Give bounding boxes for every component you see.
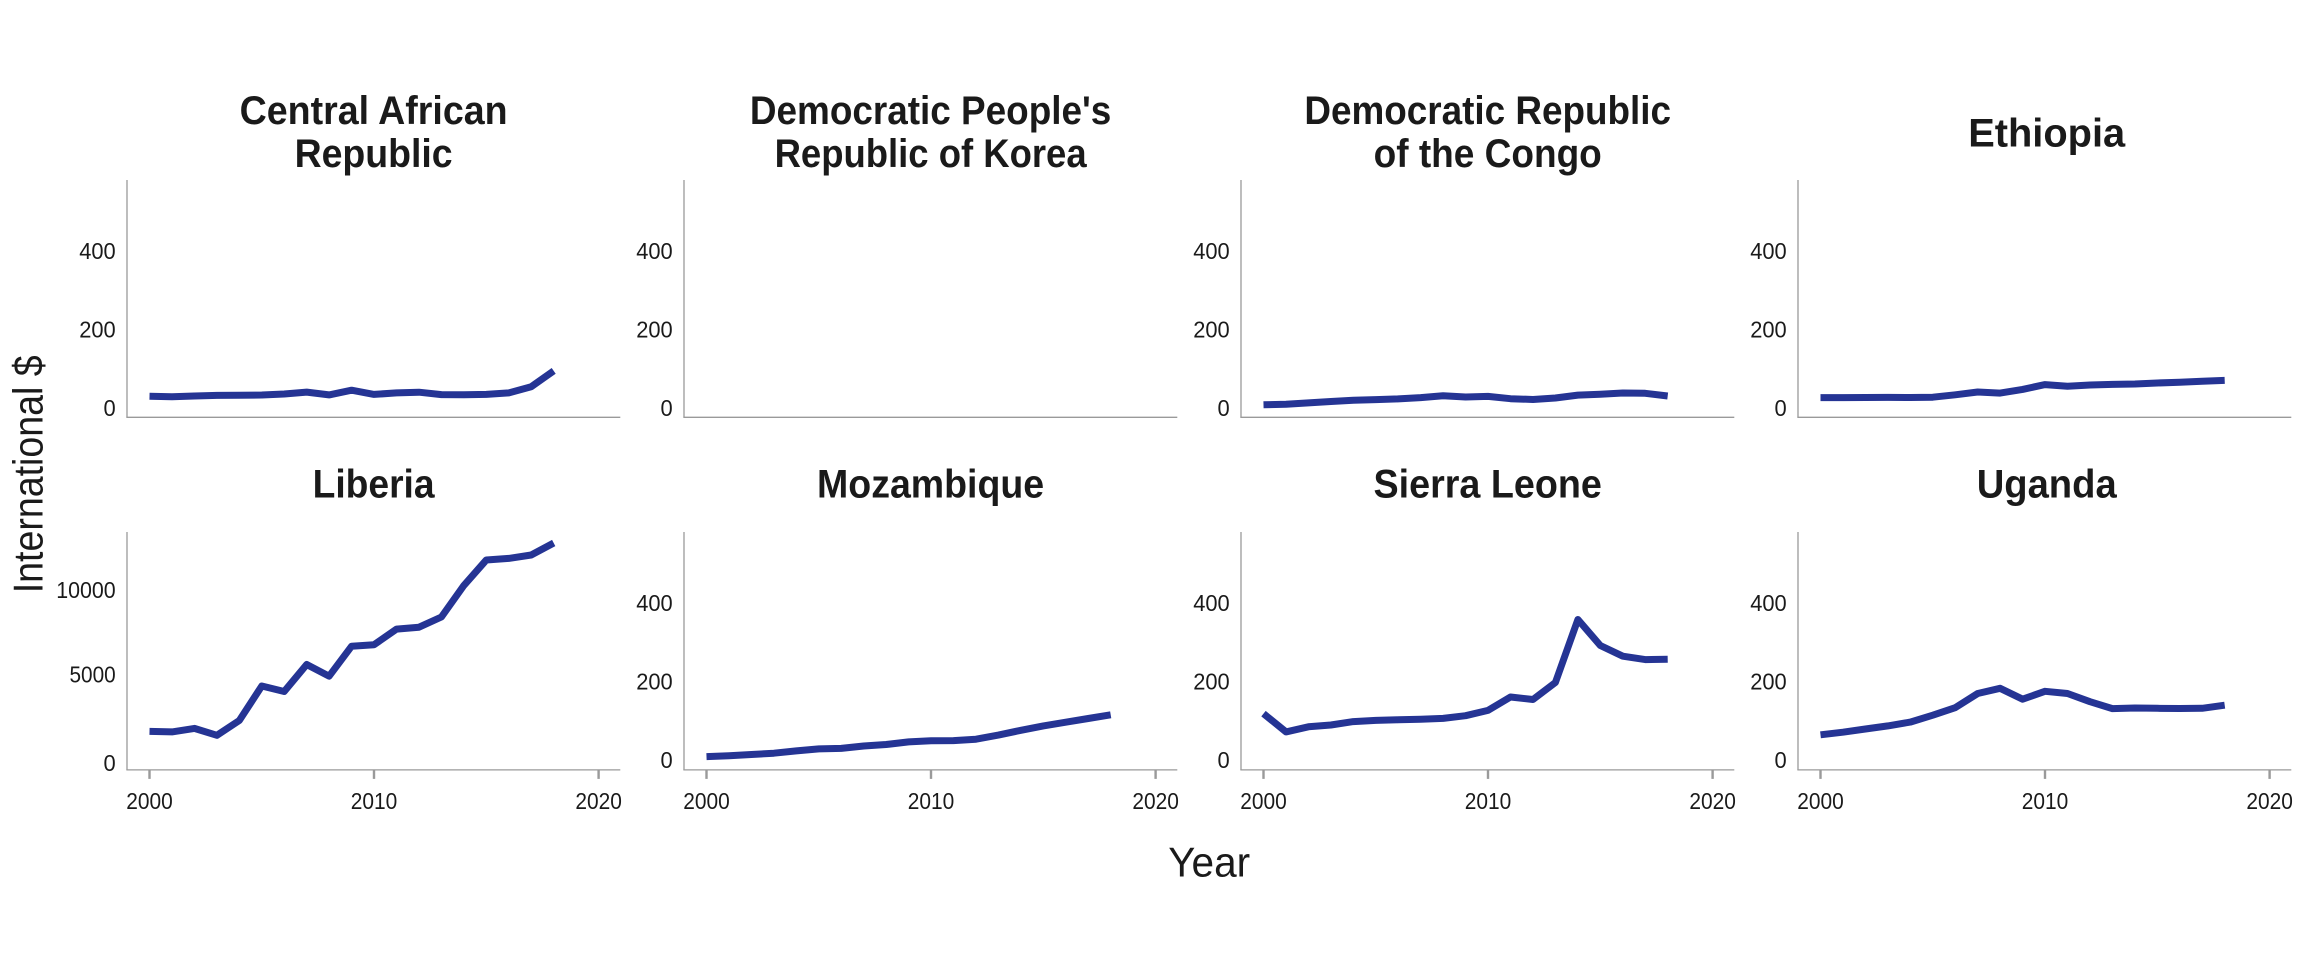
svg-text:2000: 2000 xyxy=(1797,788,1844,814)
svg-text:Uganda: Uganda xyxy=(1977,463,2118,507)
svg-text:Democratic People's: Democratic People's xyxy=(750,89,1111,133)
svg-text:0: 0 xyxy=(661,747,673,773)
svg-text:0: 0 xyxy=(1775,395,1787,421)
svg-text:10000: 10000 xyxy=(56,577,116,603)
svg-text:200: 200 xyxy=(1750,317,1787,343)
svg-text:Mozambique: Mozambique xyxy=(817,463,1044,507)
svg-text:5000: 5000 xyxy=(70,661,116,687)
svg-text:0: 0 xyxy=(1218,395,1230,421)
svg-text:Sierra Leone: Sierra Leone xyxy=(1374,463,1602,507)
svg-text:400: 400 xyxy=(1750,238,1787,264)
svg-text:Republic: Republic xyxy=(295,132,453,176)
svg-text:Liberia: Liberia xyxy=(313,463,436,507)
svg-text:International $: International $ xyxy=(5,355,52,593)
svg-text:2000: 2000 xyxy=(1240,788,1287,814)
svg-text:2020: 2020 xyxy=(1132,788,1179,814)
svg-text:2010: 2010 xyxy=(2022,788,2069,814)
svg-text:200: 200 xyxy=(636,669,673,695)
svg-text:200: 200 xyxy=(636,317,673,343)
svg-text:400: 400 xyxy=(1750,590,1787,616)
svg-text:2020: 2020 xyxy=(575,788,622,814)
svg-text:400: 400 xyxy=(1193,590,1230,616)
svg-text:of the Congo: of the Congo xyxy=(1374,132,1602,176)
svg-text:2010: 2010 xyxy=(1465,788,1512,814)
svg-text:400: 400 xyxy=(79,238,116,264)
svg-text:200: 200 xyxy=(79,317,116,343)
svg-text:2000: 2000 xyxy=(683,788,730,814)
svg-text:2020: 2020 xyxy=(2246,788,2293,814)
svg-text:400: 400 xyxy=(636,590,673,616)
svg-text:Year: Year xyxy=(1168,838,1250,885)
svg-text:0: 0 xyxy=(104,750,116,776)
svg-text:2000: 2000 xyxy=(126,788,173,814)
svg-text:200: 200 xyxy=(1193,669,1230,695)
svg-text:2020: 2020 xyxy=(1689,788,1736,814)
svg-text:0: 0 xyxy=(104,395,116,421)
svg-text:2010: 2010 xyxy=(351,788,398,814)
svg-text:400: 400 xyxy=(636,238,673,264)
svg-text:400: 400 xyxy=(1193,238,1230,264)
svg-text:Democratic Republic: Democratic Republic xyxy=(1304,89,1671,133)
svg-text:0: 0 xyxy=(661,395,673,421)
svg-text:200: 200 xyxy=(1750,669,1787,695)
svg-text:200: 200 xyxy=(1193,317,1230,343)
svg-text:2010: 2010 xyxy=(908,788,955,814)
svg-text:0: 0 xyxy=(1775,747,1787,773)
svg-text:0: 0 xyxy=(1218,747,1230,773)
svg-text:Ethiopia: Ethiopia xyxy=(1968,111,2126,155)
svg-text:Republic of Korea: Republic of Korea xyxy=(775,132,1088,176)
svg-text:Central African: Central African xyxy=(240,89,508,133)
